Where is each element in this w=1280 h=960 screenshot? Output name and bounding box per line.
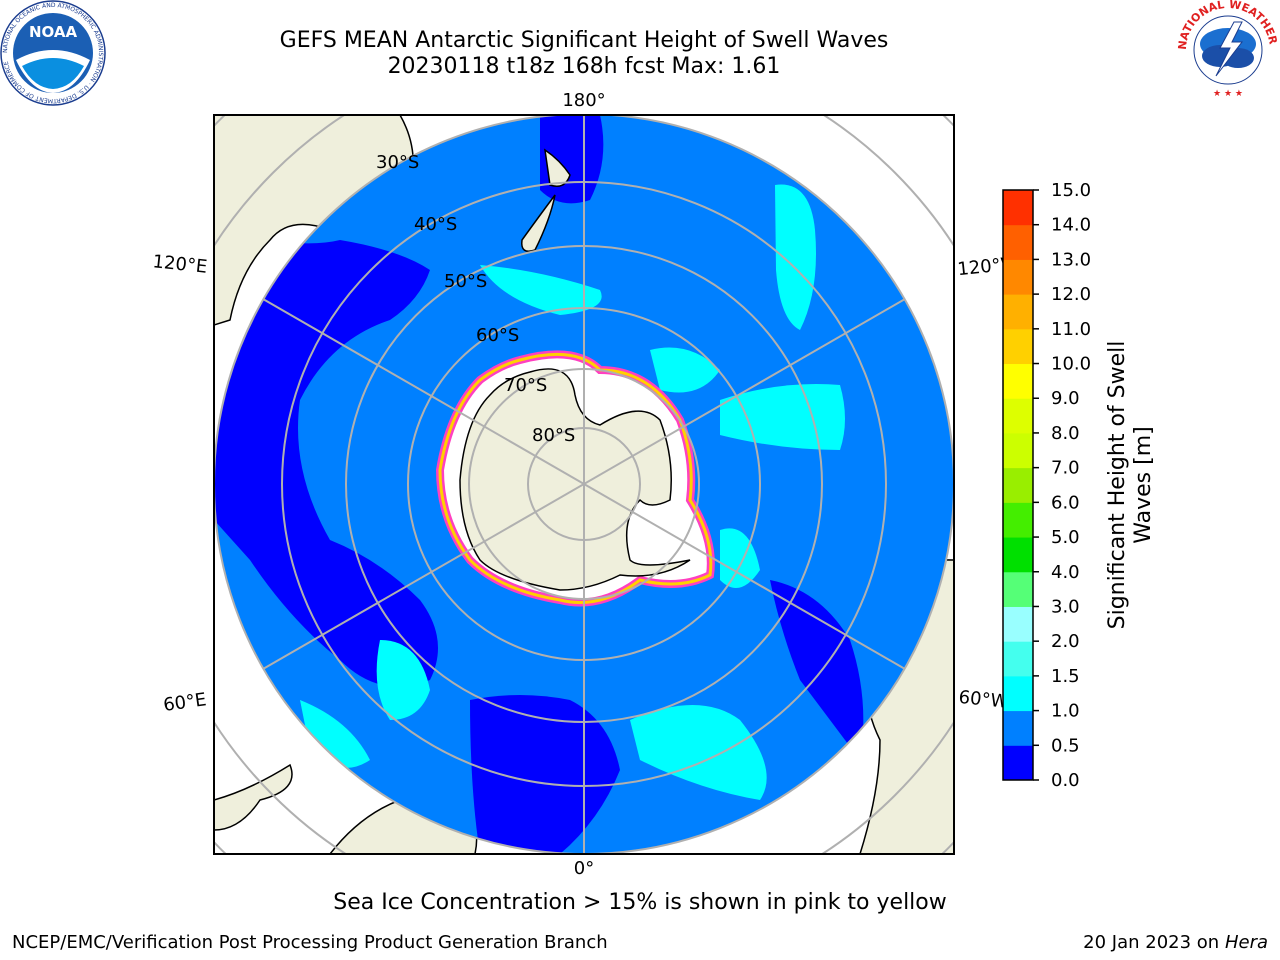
colorbar-tick-label: 0.5	[1051, 735, 1080, 756]
colorbar: 0.0 0.5 1.0 1.5 2.0 3.0 4.0 5.0 6.0 7.0 8.0 9.0 10.0…	[1002, 180, 1091, 791]
meridian-60e: 60°E	[162, 689, 208, 716]
colorbar-tick-label: 15.0	[1051, 180, 1091, 201]
meridian-60w: 60°W	[958, 687, 1010, 713]
colorbar-swatch	[1003, 398, 1033, 434]
colorbar-tick-label: 12.0	[1051, 284, 1091, 305]
latitude-30s: 30°S	[376, 152, 419, 173]
noaa-logo: NOAA NATIONAL OCEANIC AND ATMOSPHERIC AD…	[0, 0, 106, 106]
date-stamp: 20 Jan 2023 on Hera	[1083, 932, 1268, 953]
colorbar-tick-label: 6.0	[1051, 492, 1080, 513]
colorbar-tick-label: 4.0	[1051, 562, 1080, 583]
title-line-2: 20230118 t18z 168h fcst Max: 1.61	[387, 54, 781, 79]
region-low-south	[470, 695, 620, 854]
region-high-4	[720, 384, 845, 450]
colorbar-tick-label: 13.0	[1051, 249, 1091, 270]
colorbar-swatch	[1003, 641, 1033, 677]
land-madagascar	[214, 763, 293, 831]
colorbar-swatch	[1003, 224, 1033, 260]
colorbar-swatch	[1003, 294, 1033, 330]
title-line-1: GEFS MEAN Antarctic Significant Height o…	[279, 28, 889, 53]
colorbar-tick-label: 0.0	[1051, 770, 1080, 791]
region-low-west	[214, 230, 438, 687]
machine-name: Hera	[1224, 932, 1268, 953]
colorbar-tick-label: 1.5	[1051, 666, 1080, 687]
region-high-6	[630, 705, 767, 800]
colorbar-swatch	[1003, 328, 1033, 365]
region-high-1	[775, 184, 816, 330]
colorbar-label-line1: Significant Height of Swell	[1105, 341, 1130, 630]
colorbar-tick-label: 14.0	[1051, 215, 1091, 236]
graticule	[214, 114, 954, 854]
colorbar-tick-label: 2.0	[1051, 631, 1080, 652]
colorbar-swatch	[1003, 537, 1033, 573]
svg-text:★ ★ ★: ★ ★ ★	[1213, 89, 1243, 99]
nws-logo: NATIONAL WEATHER SERVICE ★ ★ ★	[1176, 0, 1280, 99]
region-high-3	[650, 347, 720, 393]
colorbar-swatch	[1003, 606, 1033, 642]
colorbar-swatch	[1003, 467, 1033, 503]
latitude-70s: 70°S	[504, 375, 547, 396]
sea-ice-edge	[438, 352, 713, 604]
latitude-40s: 40°S	[414, 214, 457, 235]
colorbar-swatch	[1003, 710, 1033, 746]
latitude-60s: 60°S	[476, 325, 519, 346]
colorbar-tick-label: 7.0	[1051, 458, 1080, 479]
meridian-120e: 120°E	[152, 251, 209, 278]
colorbar-swatch	[1003, 571, 1033, 607]
colorbar-swatch	[1003, 745, 1033, 781]
colorbar-swatch	[1003, 675, 1033, 712]
latitude-50s: 50°S	[444, 271, 487, 292]
colorbar-tick-label: 3.0	[1051, 596, 1080, 617]
noaa-logo-letters: NOAA	[29, 23, 78, 41]
colorbar-swatch	[1003, 190, 1033, 226]
latitude-80s: 80°S	[532, 425, 575, 446]
land-new-zealand	[521, 148, 571, 252]
colorbar-swatch	[1003, 432, 1033, 469]
colorbar-tick-label: 8.0	[1051, 423, 1080, 444]
colorbar-tick-label: 10.0	[1051, 354, 1091, 375]
colorbar-swatch	[1003, 502, 1033, 538]
meridian-0: 0°	[574, 858, 594, 879]
region-high-5	[376, 640, 430, 720]
sea-ice-note: Sea Ice Concentration > 15% is shown in …	[333, 890, 947, 915]
credit-text: NCEP/EMC/Verification Post Processing Pr…	[12, 932, 608, 953]
colorbar-swatch	[1003, 259, 1033, 295]
colorbar-swatch	[1003, 363, 1033, 399]
map-frame	[213, 114, 955, 855]
colorbar-tick-label: 11.0	[1051, 319, 1091, 340]
region-high-2	[480, 265, 602, 315]
region-low-drake	[770, 580, 864, 760]
colorbar-tick-label: 9.0	[1051, 388, 1080, 409]
colorbar-tick-label: 5.0	[1051, 527, 1080, 548]
meridian-180: 180°	[562, 90, 605, 111]
colorbar-frame	[1002, 189, 1034, 781]
colorbar-label-line2: Waves [m]	[1131, 426, 1156, 543]
colorbar-tick-label: 1.0	[1051, 701, 1080, 722]
